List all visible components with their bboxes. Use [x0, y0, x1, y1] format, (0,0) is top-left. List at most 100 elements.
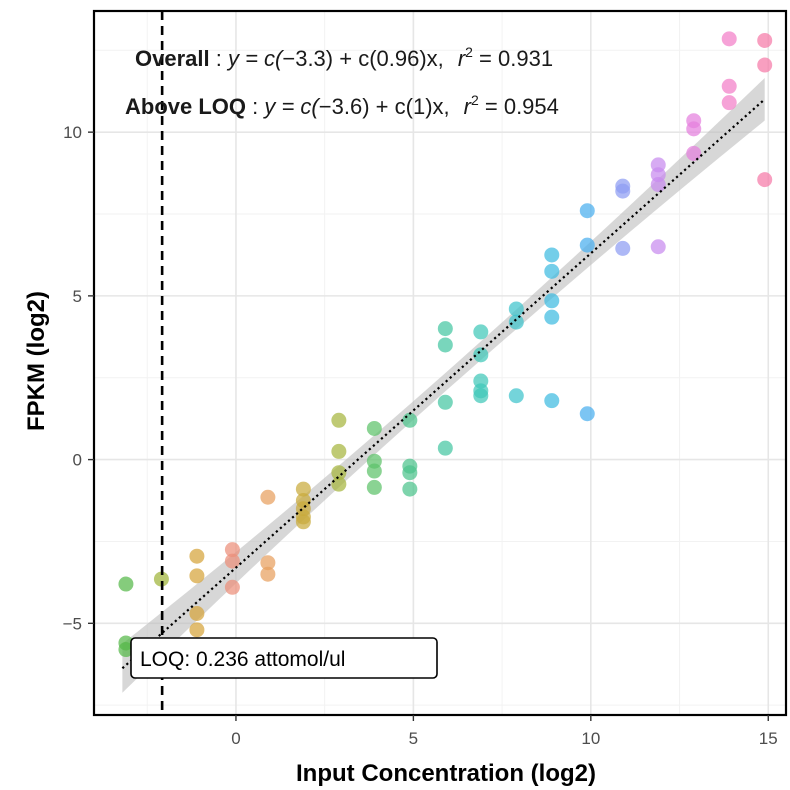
data-point: [437, 337, 453, 353]
data-point: [189, 622, 205, 638]
y-tick-label: 10: [63, 123, 82, 142]
data-point: [189, 568, 205, 584]
x-tick-label: 0: [231, 729, 240, 748]
overall-slope: 0.96: [377, 46, 420, 71]
overall-label: Overall: [135, 46, 210, 71]
data-point: [508, 301, 524, 317]
data-point: [366, 463, 382, 479]
data-point: [402, 465, 418, 481]
y-tick-label: 5: [73, 287, 82, 306]
grid-minor: [94, 11, 786, 715]
data-point: [473, 347, 489, 363]
above-loq-slope: 1: [413, 94, 425, 119]
data-point: [331, 443, 347, 459]
data-point: [544, 393, 560, 409]
data-point: [260, 566, 276, 582]
data-point: [544, 309, 560, 325]
data-point: [544, 263, 560, 279]
above-loq-label: Above LOQ: [125, 94, 246, 119]
data-point: [224, 542, 240, 558]
grid-major: [94, 11, 786, 715]
data-point: [686, 145, 702, 161]
y-axis-title: FPKM (log2): [23, 291, 50, 431]
data-point: [757, 172, 773, 188]
above-loq-r2-sup: 2: [471, 92, 479, 108]
above-loq-r2-eq: = 0.954: [479, 94, 559, 119]
overall-equation: Overall : y = c(−3.3) + c(0.96)x, r2 = 0.…: [135, 44, 553, 71]
overall-r2-sup: 2: [465, 44, 473, 60]
overall-r2-eq: = 0.931: [473, 46, 553, 71]
data-point: [650, 239, 666, 255]
overall-prefix: y = c(: [226, 46, 285, 71]
data-point: [331, 412, 347, 428]
plot-border: [92, 9, 788, 717]
overall-sep: :: [210, 46, 228, 71]
data-point: [260, 489, 276, 505]
data-point: [544, 293, 560, 309]
data-point: [437, 440, 453, 456]
loq-label-frame: [130, 637, 438, 679]
data-point: [437, 321, 453, 337]
fit-line-group: [121, 98, 766, 670]
data-point: [508, 314, 524, 330]
x-tick-label: 15: [759, 729, 778, 748]
data-point: [473, 324, 489, 340]
data-point: [331, 465, 347, 481]
data-point: [615, 183, 631, 199]
overall-r2-label: r: [458, 46, 467, 71]
confidence-band: [122, 77, 765, 693]
y-tick-label: 0: [73, 451, 82, 470]
data-point: [757, 57, 773, 73]
y-axis-ticks: −5 0 5 10: [63, 123, 94, 633]
data-point: [118, 576, 134, 592]
above-loq-equation: Above LOQ : y = c(−3.6) + c(1)x, r2 = 0.9…: [125, 92, 559, 119]
data-point: [721, 31, 737, 47]
data-point: [366, 420, 382, 436]
overall-mid: ) + c(: [326, 46, 377, 71]
data-points: [118, 31, 773, 658]
data-point: [508, 388, 524, 404]
data-point: [366, 479, 382, 495]
data-point: [331, 476, 347, 492]
confidence-band-area: [122, 77, 765, 693]
above-loq-r2-label: r: [464, 94, 473, 119]
data-point: [118, 642, 134, 658]
data-point: [721, 95, 737, 111]
data-point: [402, 412, 418, 428]
data-point: [295, 481, 311, 497]
data-point: [757, 32, 773, 48]
data-point: [615, 240, 631, 256]
data-point: [189, 605, 205, 621]
above-loq-sep: :: [246, 94, 264, 119]
data-point: [650, 177, 666, 193]
above-loq-mid: ) + c(: [362, 94, 413, 119]
data-point: [295, 514, 311, 530]
overall-suffix: )x,: [419, 46, 443, 71]
x-axis-ticks: 0 5 10 15: [231, 715, 778, 748]
data-point: [579, 237, 595, 253]
data-point: [579, 406, 595, 422]
data-point: [437, 394, 453, 410]
data-point: [153, 571, 169, 587]
above-loq-suffix: )x,: [425, 94, 449, 119]
data-point: [260, 555, 276, 571]
data-point: [224, 553, 240, 569]
data-point: [189, 548, 205, 564]
data-point: [686, 121, 702, 137]
loq-label-box: LOQ: 0.236 attomol/ul: [130, 637, 438, 679]
fit-line: [121, 98, 766, 670]
above-loq-prefix: y = c(: [262, 94, 321, 119]
above-loq-intercept: −3.6: [319, 94, 362, 119]
data-point: [402, 481, 418, 497]
data-point: [473, 388, 489, 404]
y-tick-label: −5: [63, 614, 82, 633]
data-point: [544, 247, 560, 263]
x-tick-label: 5: [409, 729, 418, 748]
overall-intercept: −3.3: [282, 46, 325, 71]
data-point: [224, 579, 240, 595]
data-point: [579, 203, 595, 219]
data-point: [721, 78, 737, 94]
x-tick-label: 10: [581, 729, 600, 748]
